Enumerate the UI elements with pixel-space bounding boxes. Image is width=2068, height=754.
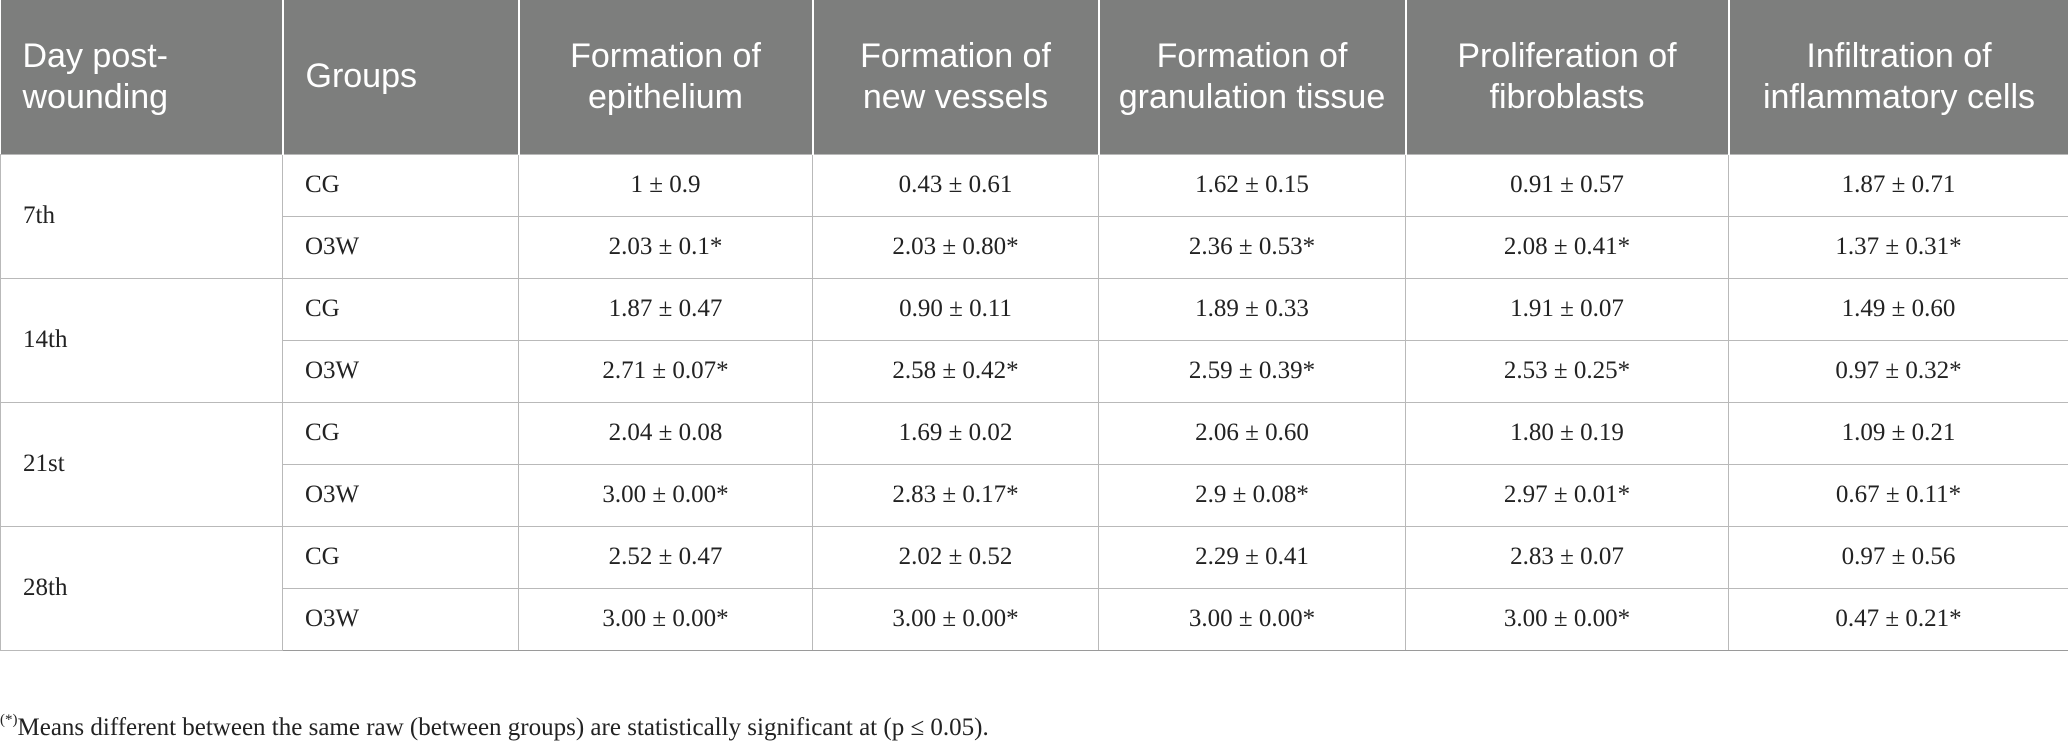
group-cell: CG (282, 401, 519, 465)
epithelium-cell: 1.87 ± 0.47 (518, 277, 813, 341)
granulation-cell: 1.62 ± 0.15 (1098, 153, 1406, 217)
day-cell: 14th (0, 277, 283, 403)
fibroblasts-cell: 1.91 ± 0.07 (1405, 277, 1729, 341)
epithelium-cell: 1 ± 0.9 (518, 153, 813, 217)
header-infiltration-of-inflammatory-cells: Infiltration of inflammatory cells (1728, 0, 2068, 154)
fibroblasts-cell: 2.08 ± 0.41* (1405, 215, 1729, 279)
fibroblasts-cell: 2.83 ± 0.07 (1405, 525, 1729, 589)
group-cell: CG (282, 277, 519, 341)
table-row: O3W 2.03 ± 0.1* 2.03 ± 0.80* 2.36 ± 0.53… (1, 215, 2068, 279)
granulation-cell: 2.36 ± 0.53* (1098, 215, 1406, 279)
epithelium-cell: 3.00 ± 0.00* (518, 463, 813, 527)
inflammatory-cell: 0.67 ± 0.11* (1728, 463, 2068, 527)
vessels-cell: 2.58 ± 0.42* (812, 339, 1099, 403)
granulation-cell: 2.9 ± 0.08* (1098, 463, 1406, 527)
inflammatory-cell: 0.97 ± 0.56 (1728, 525, 2068, 589)
header-proliferation-of-fibroblasts: Proliferation of fibroblasts (1405, 0, 1730, 154)
table-row: O3W 3.00 ± 0.00* 3.00 ± 0.00* 3.00 ± 0.0… (1, 587, 2068, 651)
table-body: 7th CG 1 ± 0.9 0.43 ± 0.61 1.62 ± 0.15 0… (0, 153, 2068, 651)
fibroblasts-cell: 2.97 ± 0.01* (1405, 463, 1729, 527)
granulation-cell: 2.29 ± 0.41 (1098, 525, 1406, 589)
fibroblasts-cell: 0.91 ± 0.57 (1405, 153, 1729, 217)
group-cell: O3W (282, 463, 519, 527)
epithelium-cell: 2.04 ± 0.08 (518, 401, 813, 465)
inflammatory-cell: 0.97 ± 0.32* (1728, 339, 2068, 403)
table-row: 21st CG 2.04 ± 0.08 1.69 ± 0.02 2.06 ± 0… (0, 401, 2068, 527)
header-formation-of-granulation-tissue: Formation of granulation tissue (1098, 0, 1407, 154)
table-row: O3W 2.71 ± 0.07* 2.58 ± 0.42* 2.59 ± 0.3… (1, 339, 2068, 403)
header-formation-of-epithelium: Formation of epithelium (518, 0, 814, 154)
granulation-cell: 2.06 ± 0.60 (1098, 401, 1406, 465)
inflammatory-cell: 0.47 ± 0.21* (1728, 587, 2068, 651)
table-row: 7th CG 1 ± 0.9 0.43 ± 0.61 1.62 ± 0.15 0… (0, 153, 2068, 279)
table-row: O3W 3.00 ± 0.00* 2.83 ± 0.17* 2.9 ± 0.08… (1, 463, 2068, 527)
results-table-container: Day post-wounding Groups Formation of ep… (0, 0, 2068, 651)
group-cell: CG (282, 153, 519, 217)
group-cell: CG (282, 525, 519, 589)
vessels-cell: 0.90 ± 0.11 (812, 277, 1099, 341)
vessels-cell: 0.43 ± 0.61 (812, 153, 1099, 217)
results-table: Day post-wounding Groups Formation of ep… (0, 0, 2068, 651)
day-cell: 7th (0, 153, 283, 279)
header-row: Day post-wounding Groups Formation of ep… (0, 0, 2068, 154)
granulation-cell: 1.89 ± 0.33 (1098, 277, 1406, 341)
inflammatory-cell: 1.87 ± 0.71 (1728, 153, 2068, 217)
vessels-cell: 2.02 ± 0.52 (812, 525, 1099, 589)
fibroblasts-cell: 3.00 ± 0.00* (1405, 587, 1729, 651)
inflammatory-cell: 1.09 ± 0.21 (1728, 401, 2068, 465)
epithelium-cell: 3.00 ± 0.00* (518, 587, 813, 651)
vessels-cell: 2.83 ± 0.17* (812, 463, 1099, 527)
fibroblasts-cell: 1.80 ± 0.19 (1405, 401, 1729, 465)
epithelium-cell: 2.71 ± 0.07* (518, 339, 813, 403)
table-row: 14th CG 1.87 ± 0.47 0.90 ± 0.11 1.89 ± 0… (0, 277, 2068, 403)
footnote-marker: (*) (0, 712, 18, 728)
header-groups: Groups (282, 0, 520, 154)
vessels-cell: 2.03 ± 0.80* (812, 215, 1099, 279)
day-cell: 21st (0, 401, 283, 527)
table-row: 28th CG 2.52 ± 0.47 2.02 ± 0.52 2.29 ± 0… (0, 525, 2068, 651)
footnote-text: Means different between the same raw (be… (17, 714, 989, 741)
fibroblasts-cell: 2.53 ± 0.25* (1405, 339, 1729, 403)
table-footnote: (*)Means different between the same raw … (0, 712, 989, 742)
granulation-cell: 2.59 ± 0.39* (1098, 339, 1406, 403)
vessels-cell: 3.00 ± 0.00* (812, 587, 1099, 651)
group-cell: O3W (282, 587, 519, 651)
epithelium-cell: 2.03 ± 0.1* (518, 215, 813, 279)
day-cell: 28th (0, 525, 283, 651)
group-cell: O3W (282, 215, 519, 279)
granulation-cell: 3.00 ± 0.00* (1098, 587, 1406, 651)
inflammatory-cell: 1.37 ± 0.31* (1728, 215, 2068, 279)
table-header: Day post-wounding Groups Formation of ep… (0, 0, 2068, 154)
header-formation-of-new-vessels: Formation of new vessels (812, 0, 1100, 154)
inflammatory-cell: 1.49 ± 0.60 (1728, 277, 2068, 341)
epithelium-cell: 2.52 ± 0.47 (518, 525, 813, 589)
group-cell: O3W (282, 339, 519, 403)
vessels-cell: 1.69 ± 0.02 (812, 401, 1099, 465)
header-day-post-wounding: Day post-wounding (0, 0, 284, 154)
